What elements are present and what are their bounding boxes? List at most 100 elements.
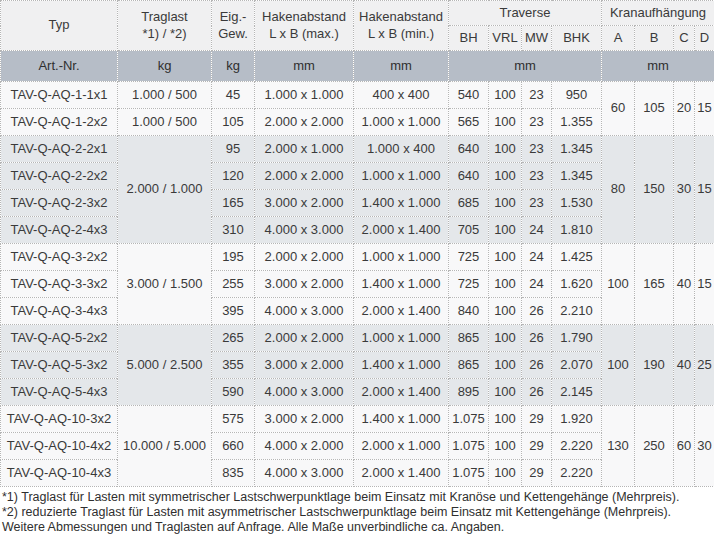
cell-bhk: 1.620	[552, 271, 602, 298]
cell-eig-gew: 395	[212, 298, 255, 325]
cell-typ: TAV-Q-AQ-2-2x2	[1, 163, 118, 190]
cell-vrl: 100	[489, 433, 522, 460]
cell-hakenabstand-min: 1.000 x 1.000	[354, 163, 449, 190]
cell-kran-c: 20	[674, 82, 695, 136]
cell-hakenabstand-min: 1.400 x 1.000	[354, 352, 449, 379]
cell-hakenabstand-max: 4.000 x 3.000	[255, 217, 354, 244]
cell-vrl: 100	[489, 460, 522, 487]
cell-bh: 1.075	[449, 460, 489, 487]
cell-bhk: 1.345	[552, 136, 602, 163]
cell-mw: 24	[522, 271, 552, 298]
cell-bh: 1.075	[449, 406, 489, 433]
cell-bh: 640	[449, 136, 489, 163]
cell-bhk: 950	[552, 82, 602, 109]
cell-mw: 24	[522, 244, 552, 271]
cell-typ: TAV-Q-AQ-10-4x3	[1, 460, 118, 487]
cell-kran-c: 60	[674, 406, 695, 487]
cell-eig-gew: 195	[212, 244, 255, 271]
cell-hakenabstand-min: 2.000 x 1.400	[354, 298, 449, 325]
cell-eig-gew: 835	[212, 460, 255, 487]
cell-typ: TAV-Q-AQ-5-4x3	[1, 379, 118, 406]
cell-typ: TAV-Q-AQ-5-2x2	[1, 325, 118, 352]
cell-eig-gew: 120	[212, 163, 255, 190]
units-traverse-mm: mm	[449, 51, 602, 82]
col-header-vrl: VRL	[489, 26, 522, 51]
cell-bhk: 2.220	[552, 433, 602, 460]
cell-eig-gew: 255	[212, 271, 255, 298]
traverse-spec-table: Typ Traglast *1) / *2) Eig.- Gew. Hakena…	[0, 0, 714, 487]
cell-eig-gew: 45	[212, 82, 255, 109]
cell-mw: 23	[522, 109, 552, 136]
cell-vrl: 100	[489, 217, 522, 244]
cell-kran-b: 250	[635, 406, 674, 487]
cell-traglast: 1.000 / 500	[118, 109, 212, 136]
cell-hakenabstand-max: 4.000 x 2.000	[255, 433, 354, 460]
cell-bh: 565	[449, 109, 489, 136]
cell-typ: TAV-Q-AQ-10-4x2	[1, 433, 118, 460]
cell-typ: TAV-Q-AQ-1-1x1	[1, 82, 118, 109]
units-min-mm: mm	[354, 51, 449, 82]
cell-typ: TAV-Q-AQ-1-2x2	[1, 109, 118, 136]
col-header-bh: BH	[449, 26, 489, 51]
cell-kran-c: 40	[674, 244, 695, 325]
cell-bh: 895	[449, 379, 489, 406]
cell-hakenabstand-max: 2.000 x 2.000	[255, 325, 354, 352]
col-header-eig-gew: Eig.- Gew.	[212, 1, 255, 51]
cell-hakenabstand-min: 1.400 x 1.000	[354, 190, 449, 217]
table-header: Typ Traglast *1) / *2) Eig.- Gew. Hakena…	[1, 1, 714, 82]
cell-vrl: 100	[489, 82, 522, 109]
cell-hakenabstand-max: 3.000 x 2.000	[255, 406, 354, 433]
table-body: TAV-Q-AQ-1-1x11.000 / 500451.000 x 1.000…	[1, 82, 714, 487]
cell-vrl: 100	[489, 244, 522, 271]
col-group-traverse: Traverse	[449, 1, 602, 26]
col-header-mw: MW	[522, 26, 552, 51]
cell-bhk: 2.070	[552, 352, 602, 379]
cell-eig-gew: 105	[212, 109, 255, 136]
units-kran-mm: mm	[602, 51, 714, 82]
cell-mw: 29	[522, 460, 552, 487]
cell-kran-b: 190	[635, 325, 674, 406]
cell-mw: 26	[522, 298, 552, 325]
cell-mw: 23	[522, 136, 552, 163]
cell-bhk: 1.345	[552, 163, 602, 190]
cell-bhk: 2.145	[552, 379, 602, 406]
footnote-3: Weitere Abmessungen und Traglasten auf A…	[2, 520, 712, 534]
cell-hakenabstand-max: 1.000 x 1.000	[255, 82, 354, 109]
cell-bh: 865	[449, 352, 489, 379]
cell-hakenabstand-min: 1.000 x 1.000	[354, 325, 449, 352]
cell-kran-a: 80	[602, 136, 635, 244]
col-header-d: D	[695, 26, 714, 51]
cell-bhk: 2.220	[552, 460, 602, 487]
cell-typ: TAV-Q-AQ-2-3x2	[1, 190, 118, 217]
header-row-units: Art.-Nr. kg kg mm mm mm mm	[1, 51, 714, 82]
cell-vrl: 100	[489, 190, 522, 217]
table-row: TAV-Q-AQ-1-1x11.000 / 500451.000 x 1.000…	[1, 82, 714, 109]
cell-kran-a: 60	[602, 82, 635, 136]
cell-bhk: 2.210	[552, 298, 602, 325]
cell-kran-d: 30	[695, 406, 714, 487]
cell-hakenabstand-max: 2.000 x 1.000	[255, 136, 354, 163]
cell-vrl: 100	[489, 325, 522, 352]
footnotes: *1) Traglast für Lasten mit symmetrische…	[0, 487, 714, 534]
cell-traglast: 1.000 / 500	[118, 82, 212, 109]
footnote-2: *2) reduzierte Traglast für Lasten mit a…	[2, 505, 712, 520]
cell-mw: 29	[522, 406, 552, 433]
cell-eig-gew: 575	[212, 406, 255, 433]
cell-typ: TAV-Q-AQ-3-2x2	[1, 244, 118, 271]
cell-mw: 26	[522, 325, 552, 352]
cell-eig-gew: 95	[212, 136, 255, 163]
cell-vrl: 100	[489, 163, 522, 190]
units-max-mm: mm	[255, 51, 354, 82]
cell-kran-d: 15	[695, 82, 714, 136]
cell-traglast-merged: 2.000 / 1.000	[118, 136, 212, 244]
cell-hakenabstand-max: 4.000 x 3.000	[255, 298, 354, 325]
cell-traglast-merged: 3.000 / 1.500	[118, 244, 212, 325]
cell-hakenabstand-max: 4.000 x 3.000	[255, 379, 354, 406]
cell-hakenabstand-min: 1.400 x 1.000	[354, 271, 449, 298]
cell-eig-gew: 265	[212, 325, 255, 352]
units-art-nr: Art.-Nr.	[1, 51, 118, 82]
cell-typ: TAV-Q-AQ-2-4x3	[1, 217, 118, 244]
cell-hakenabstand-min: 1.000 x 1.000	[354, 244, 449, 271]
cell-bhk: 1.920	[552, 406, 602, 433]
cell-kran-c: 40	[674, 325, 695, 406]
